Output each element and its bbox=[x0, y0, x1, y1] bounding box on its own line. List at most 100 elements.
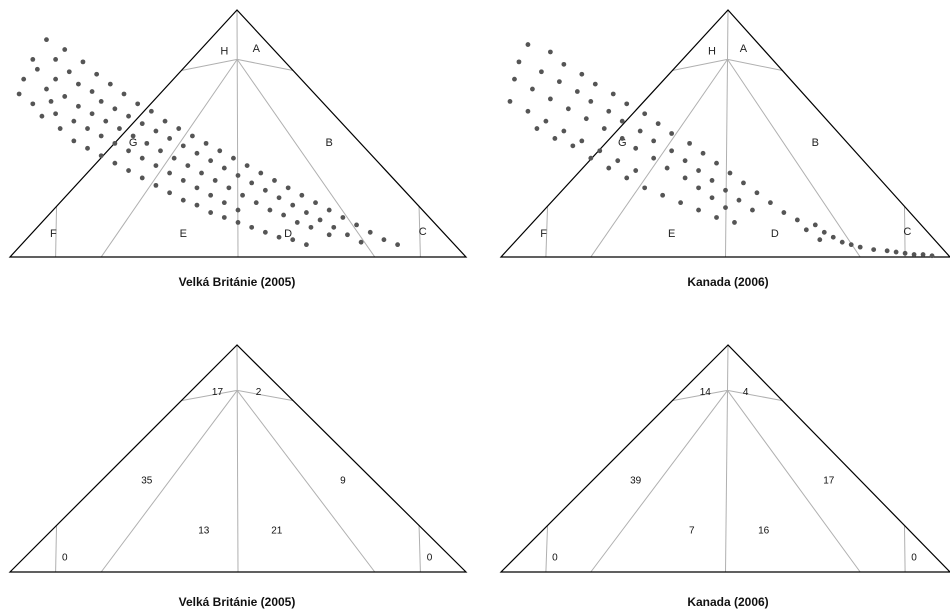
data-point bbox=[606, 108, 612, 114]
data-point bbox=[253, 200, 259, 206]
divider-line bbox=[903, 206, 906, 258]
data-point bbox=[153, 163, 159, 169]
data-point bbox=[89, 89, 95, 94]
data-point bbox=[112, 140, 118, 146]
data-point bbox=[893, 249, 899, 255]
data-point bbox=[89, 111, 95, 117]
data-point bbox=[103, 118, 109, 124]
data-point bbox=[267, 207, 273, 213]
data-point bbox=[44, 37, 49, 43]
data-point bbox=[619, 136, 625, 141]
data-point bbox=[162, 118, 168, 124]
data-point bbox=[687, 140, 692, 146]
data-point bbox=[794, 217, 800, 223]
divider-line bbox=[236, 9, 239, 258]
data-point bbox=[139, 175, 145, 181]
data-point bbox=[543, 118, 549, 124]
data-point bbox=[561, 61, 567, 67]
region-label-h: H bbox=[708, 45, 716, 57]
data-point bbox=[741, 180, 746, 186]
data-point bbox=[547, 96, 553, 102]
caption-uk-top: Velká Británie (2005) bbox=[179, 275, 296, 289]
triangle-outline bbox=[8, 344, 468, 573]
divider-line bbox=[236, 390, 376, 573]
data-point bbox=[588, 98, 594, 104]
data-point bbox=[727, 170, 733, 176]
data-point bbox=[21, 76, 27, 82]
data-point bbox=[85, 145, 90, 151]
data-point bbox=[112, 106, 118, 112]
data-point bbox=[902, 250, 908, 256]
data-point bbox=[781, 210, 787, 215]
caption-canada-top: Kanada (2006) bbox=[687, 275, 768, 289]
data-point bbox=[121, 91, 127, 97]
data-point bbox=[176, 126, 182, 131]
data-point bbox=[682, 175, 688, 181]
divider-line bbox=[727, 390, 861, 573]
divider-line bbox=[55, 525, 58, 573]
data-point bbox=[574, 89, 580, 94]
data-point bbox=[148, 108, 154, 114]
region-label-b: B bbox=[812, 137, 819, 149]
divider-line bbox=[100, 390, 238, 573]
data-point bbox=[326, 207, 332, 213]
count-label-a: 4 bbox=[743, 387, 749, 398]
region-label-b: B bbox=[326, 137, 333, 149]
data-point bbox=[126, 113, 131, 119]
data-point bbox=[190, 133, 195, 139]
data-point bbox=[696, 207, 701, 213]
data-point bbox=[395, 242, 400, 248]
data-point bbox=[381, 237, 387, 243]
data-point bbox=[516, 59, 522, 65]
count-panel-uk: 17 2 35 9 13 21 0 0 bbox=[8, 344, 468, 573]
data-point bbox=[696, 168, 701, 173]
data-point bbox=[723, 205, 728, 211]
count-label-e: 7 bbox=[689, 525, 695, 536]
data-point bbox=[71, 118, 77, 124]
data-point bbox=[231, 155, 236, 161]
data-point bbox=[512, 76, 517, 82]
data-point bbox=[167, 190, 173, 196]
data-point bbox=[62, 94, 68, 99]
data-point bbox=[579, 138, 585, 144]
count-label-h: 14 bbox=[700, 387, 712, 398]
data-point bbox=[700, 150, 706, 156]
data-point bbox=[317, 217, 323, 223]
data-point bbox=[126, 148, 131, 154]
data-point bbox=[539, 69, 544, 75]
data-point bbox=[637, 128, 643, 134]
divider-line bbox=[725, 9, 729, 258]
data-point bbox=[817, 237, 823, 243]
data-point bbox=[857, 244, 863, 250]
data-point bbox=[651, 155, 657, 161]
data-point bbox=[642, 111, 648, 117]
divider-line bbox=[100, 59, 238, 258]
data-point bbox=[249, 180, 255, 186]
count-label-a: 2 bbox=[256, 387, 262, 398]
region-label-a: A bbox=[253, 43, 261, 55]
region-label-e: E bbox=[180, 228, 187, 240]
data-point bbox=[821, 229, 827, 235]
scatter-panel-canada: A B C D E F G H bbox=[499, 9, 950, 259]
data-point bbox=[507, 98, 513, 104]
data-point bbox=[258, 170, 264, 176]
region-label-d: D bbox=[771, 228, 779, 240]
count-label-f: 0 bbox=[552, 553, 558, 564]
divider-line bbox=[590, 390, 728, 573]
divider-line bbox=[725, 344, 729, 573]
divider-line bbox=[590, 59, 728, 258]
data-point bbox=[830, 234, 836, 240]
data-point bbox=[226, 185, 232, 191]
triangle-outline bbox=[499, 9, 950, 258]
data-point bbox=[592, 81, 598, 87]
divider-line bbox=[181, 58, 238, 72]
triangle-outline bbox=[8, 9, 468, 258]
count-panel-canada: 14 4 39 17 7 16 0 0 bbox=[499, 344, 950, 573]
data-point bbox=[340, 215, 346, 220]
data-point bbox=[299, 192, 305, 198]
data-point bbox=[44, 86, 49, 92]
data-point bbox=[199, 170, 204, 176]
data-point bbox=[655, 121, 661, 127]
data-point bbox=[98, 133, 104, 139]
divider-line bbox=[237, 389, 294, 402]
